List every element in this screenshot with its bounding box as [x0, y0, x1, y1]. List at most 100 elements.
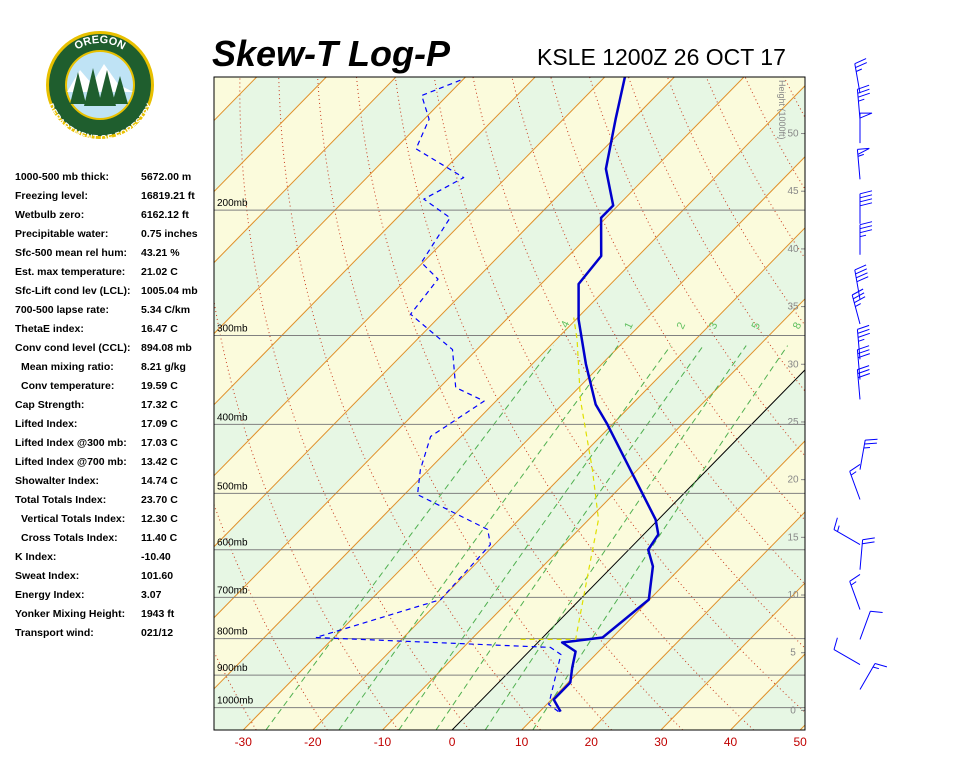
index-value: 16.47 C [141, 323, 178, 335]
height-tick-label: 0 [790, 705, 796, 716]
index-label: Showalter Index: [15, 475, 99, 487]
height-tick-label: 20 [787, 475, 799, 486]
index-label: Lifted Index @300 mb: [15, 437, 127, 449]
barb-shape [860, 222, 872, 255]
index-label: Lifted Index: [15, 418, 77, 430]
wind-barb [860, 439, 878, 469]
height-tick-label: 25 [787, 417, 799, 428]
height-tick-label: 15 [787, 532, 799, 543]
index-value: 0.75 inches [141, 228, 198, 240]
wind-barb [860, 664, 887, 690]
index-value: 23.70 C [141, 494, 178, 506]
index-label: Energy Index: [15, 589, 84, 601]
dry-adiabat [784, 77, 960, 730]
wind-barb [860, 611, 883, 639]
index-value: 17.09 C [141, 418, 178, 430]
index-label: Wetbulb zero: [15, 209, 84, 221]
wind-barb [860, 538, 875, 570]
index-label: Yonker Mixing Height: [15, 608, 125, 620]
x-tick-label: 50 [793, 735, 807, 749]
index-label: ThetaE index: [15, 323, 84, 335]
index-value: -10.40 [141, 551, 171, 563]
dry-adiabat [823, 77, 960, 730]
pressure-label: 400mb [217, 412, 248, 423]
barb-shape [857, 148, 869, 179]
index-label: Total Totals Index: [15, 494, 106, 506]
index-label: Sfc-Lift cond lev (LCL): [15, 285, 131, 297]
index-label: Sweat Index: [15, 570, 79, 582]
index-label: Conv cond level (CCL): [15, 342, 131, 354]
index-value: 11.40 C [141, 532, 178, 544]
wind-barb [834, 518, 860, 545]
pressure-label: 200mb [217, 198, 248, 209]
isotherm [800, 77, 960, 730]
logo: OREGON DEPARTMENT OF FORESTRY [45, 31, 154, 143]
index-label: Mean mixing ratio: [21, 361, 114, 373]
pressure-label: 600mb [217, 538, 248, 549]
pressure-label: 1000mb [217, 696, 254, 707]
index-label: 1000-500 mb thick: [15, 171, 109, 183]
wind-barb [850, 574, 860, 609]
height-tick-label: 40 [787, 244, 799, 255]
height-axis-title: Height (1000ft) [777, 80, 787, 140]
index-value: 19.59 C [141, 380, 178, 392]
chart-subtitle: KSLE 1200Z 26 OCT 17 [537, 44, 786, 70]
index-value: 021/12 [141, 627, 173, 639]
index-value: 6162.12 ft [141, 209, 189, 221]
barb-shape [860, 439, 878, 469]
index-value: 5672.00 m [141, 171, 191, 183]
index-value: 894.08 mb [141, 342, 192, 354]
index-label: Est. max temperature: [15, 266, 125, 278]
index-label: Vertical Totals Index: [21, 513, 125, 525]
index-value: 43.21 % [141, 247, 180, 259]
index-label: Cross Totals Index: [21, 532, 118, 544]
wind-barb [850, 464, 860, 499]
dry-adiabat [939, 77, 960, 730]
index-label: Sfc-500 mean rel hum: [15, 247, 127, 259]
index-label: 700-500 lapse rate: [15, 304, 109, 316]
index-label: Precipitable water: [15, 228, 108, 240]
indices-table: 1000-500 mb thick: 5672.00 m Freezing leve… [15, 171, 198, 639]
height-tick-label: 50 [787, 129, 799, 140]
barb-shape [850, 464, 860, 499]
height-tick-label: 5 [790, 648, 796, 659]
height-tick-label: 45 [787, 186, 799, 197]
index-value: 17.03 C [141, 437, 178, 449]
x-tick-label: 40 [724, 735, 738, 749]
barb-shape [860, 611, 883, 639]
x-tick-label: 0 [449, 735, 456, 749]
index-value: 21.02 C [141, 266, 178, 278]
barb-shape [860, 191, 872, 224]
index-value: 12.30 C [141, 513, 178, 525]
x-tick-label: 30 [654, 735, 668, 749]
temp-band [870, 77, 960, 730]
height-tick-label: 30 [787, 359, 799, 370]
index-value: 1943 ft [141, 608, 175, 620]
dry-adiabat [901, 77, 960, 730]
x-tick-label: -30 [235, 735, 253, 749]
barb-shape [860, 113, 872, 143]
x-tick-label: -20 [304, 735, 322, 749]
index-value: 3.07 [141, 589, 162, 601]
index-label: Cap Strength: [15, 399, 84, 411]
wind-barbs [834, 59, 887, 690]
x-tick-label: 20 [585, 735, 599, 749]
x-tick-label: -10 [374, 735, 392, 749]
temp-band [800, 77, 960, 730]
wind-barb [834, 638, 860, 665]
index-label: K Index: [15, 551, 56, 563]
index-value: 8.21 g/kg [141, 361, 186, 373]
wind-barb [857, 148, 869, 179]
height-tick-label: 10 [787, 590, 799, 601]
height-tick-label: 35 [787, 302, 799, 313]
x-tick-label: 10 [515, 735, 529, 749]
pressure-label: 800mb [217, 627, 248, 638]
chart-title: Skew-T Log-P [212, 33, 451, 74]
index-value: 17.32 C [141, 399, 178, 411]
index-value: 16819.21 ft [141, 190, 195, 202]
index-label: Freezing level: [15, 190, 88, 202]
index-value: 101.60 [141, 570, 173, 582]
index-value: 13.42 C [141, 456, 178, 468]
